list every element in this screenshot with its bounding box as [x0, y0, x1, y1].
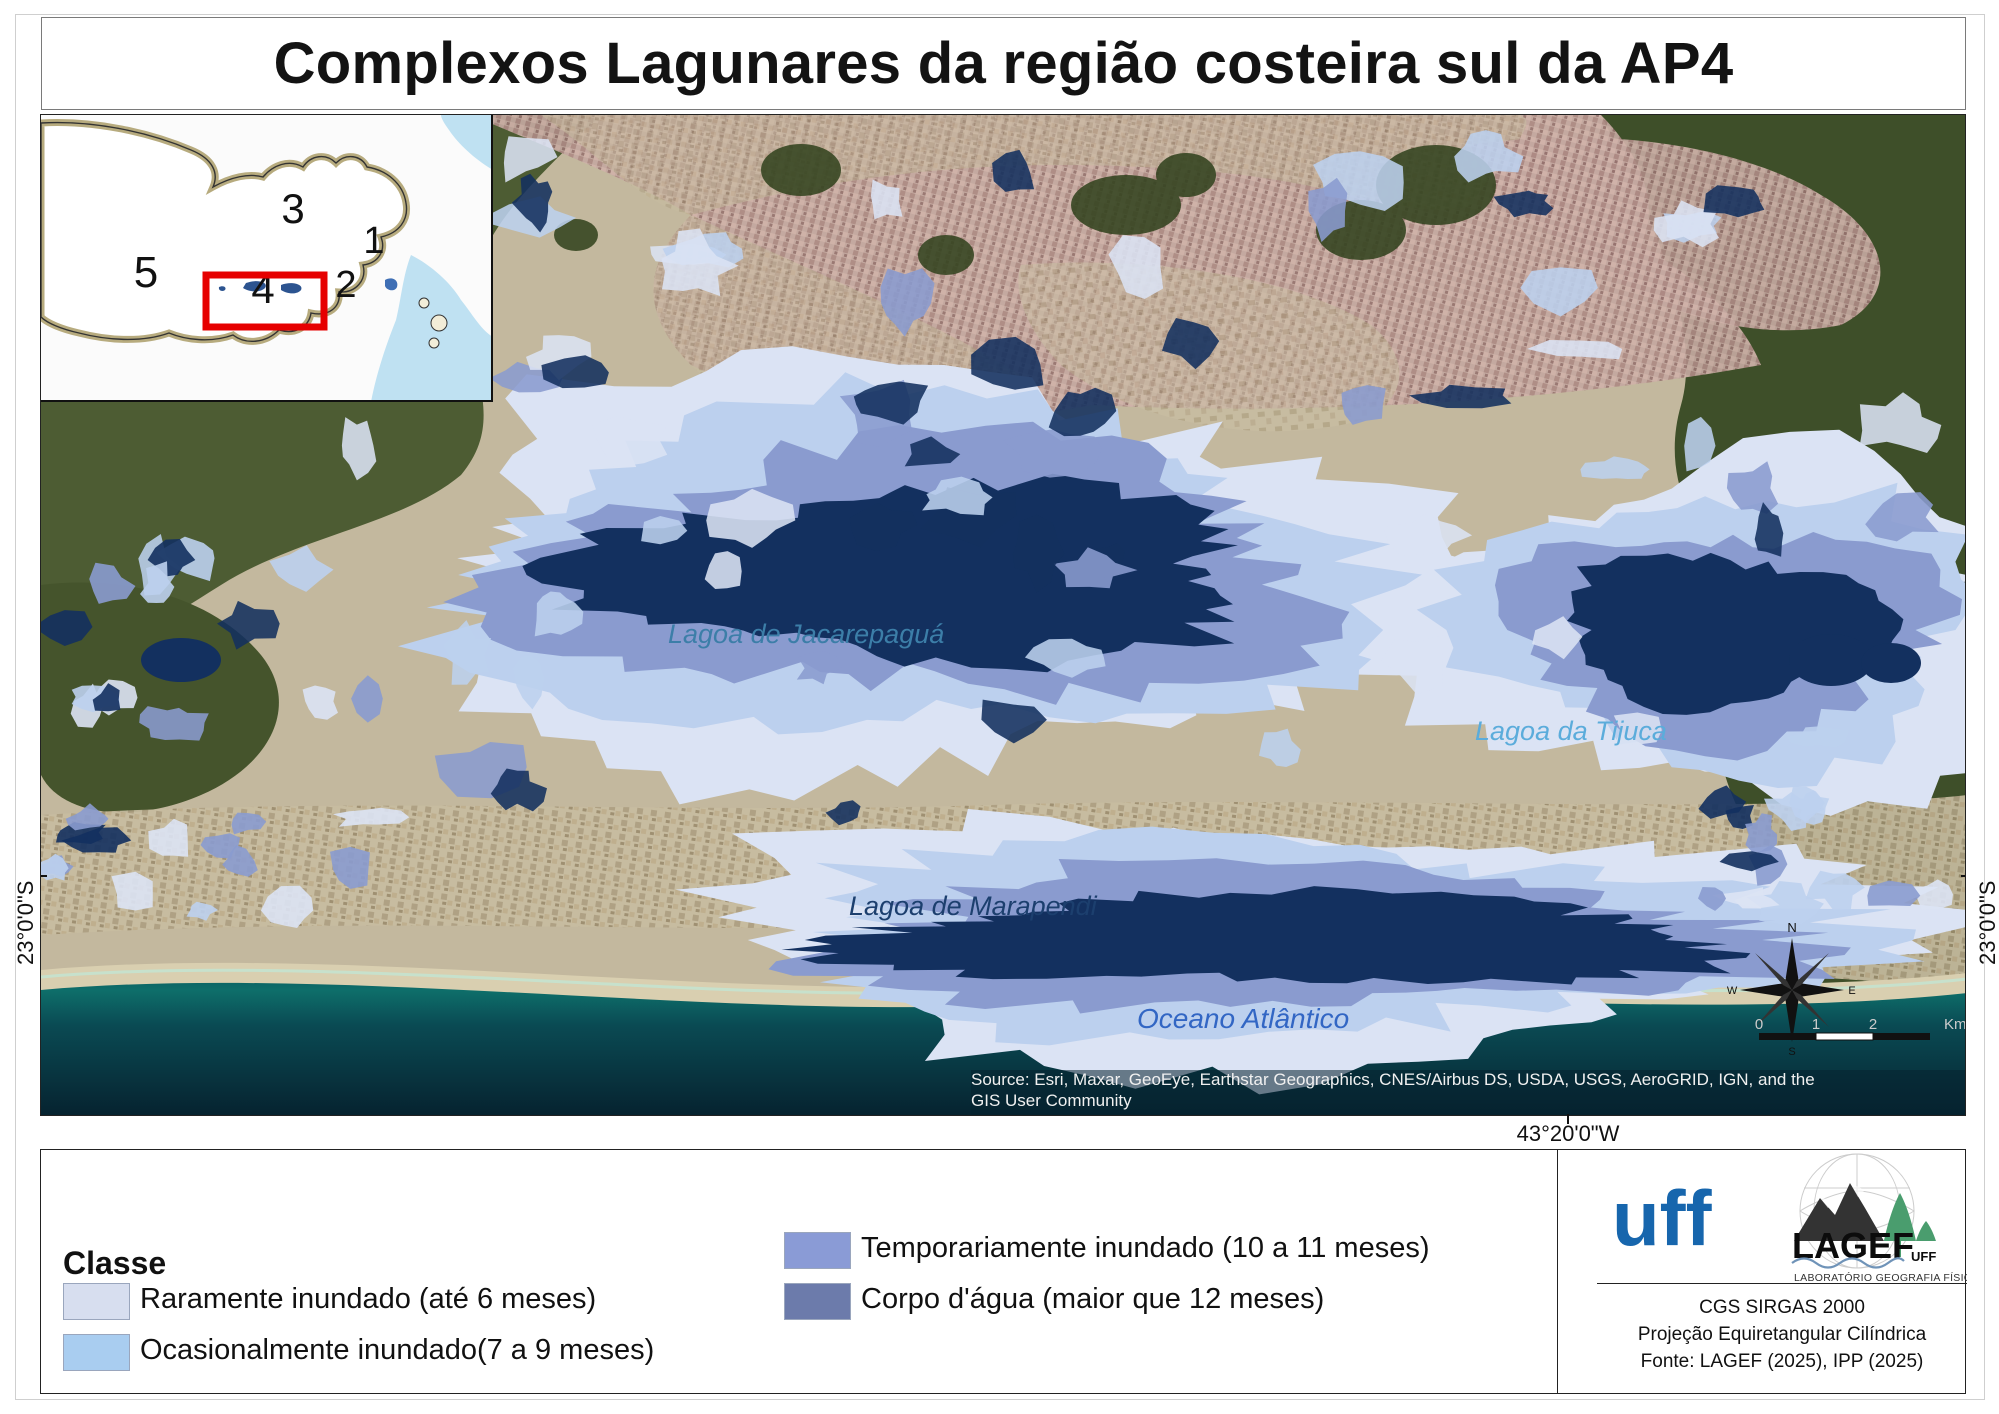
svg-text:2: 2 [1869, 1016, 1877, 1033]
svg-text:3: 3 [281, 185, 304, 232]
svg-text:Km: Km [1944, 1016, 1966, 1033]
svg-text:Oceano Atlântico: Oceano Atlântico [1137, 1003, 1349, 1034]
svg-text:N: N [1787, 920, 1796, 935]
svg-text:E: E [1848, 985, 1855, 997]
svg-text:GIS User Community: GIS User Community [971, 1091, 1132, 1110]
svg-text:uff: uff [1612, 1174, 1713, 1262]
svg-text:2: 2 [335, 264, 356, 306]
svg-text:Lagoa de Marapendi: Lagoa de Marapendi [849, 891, 1098, 921]
svg-text:0: 0 [1755, 1016, 1763, 1033]
svg-text:5: 5 [134, 248, 158, 297]
svg-text:Lagoa da Tijuca: Lagoa da Tijuca [1475, 716, 1667, 746]
svg-text:W: W [1727, 985, 1738, 997]
svg-text:LABORATÓRIO GEOGRAFIA FÍSICA: LABORATÓRIO GEOGRAFIA FÍSICA [1794, 1271, 1967, 1283]
svg-text:UFF: UFF [1911, 1249, 1936, 1264]
svg-text:1: 1 [1812, 1016, 1820, 1033]
svg-text:S: S [1788, 1046, 1795, 1058]
svg-text:Source: Esri, Maxar, GeoEye, E: Source: Esri, Maxar, GeoEye, Earthstar G… [971, 1070, 1815, 1089]
svg-text:Lagoa de Jacarepaguá: Lagoa de Jacarepaguá [668, 619, 944, 649]
svg-text:1: 1 [363, 220, 384, 262]
